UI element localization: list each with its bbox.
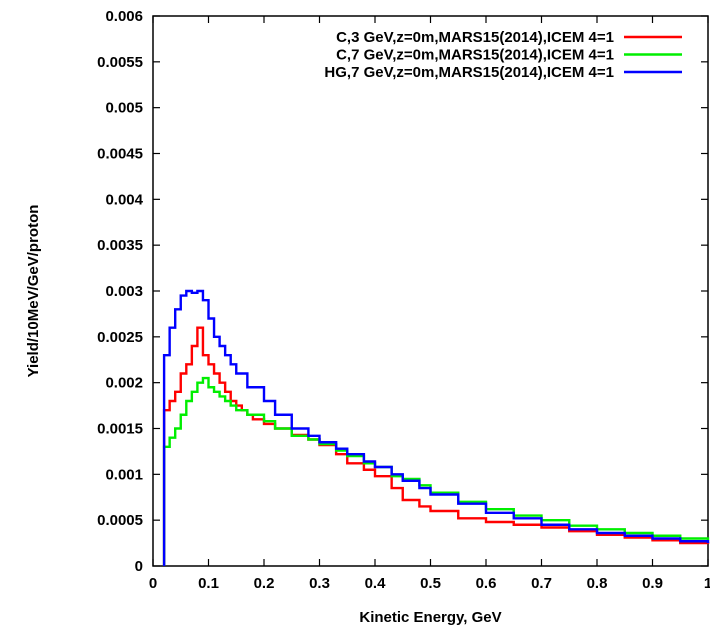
x-tick-label: 0.4 (365, 575, 387, 592)
y-axis-title: Yield/10MeV/GeV/proton (25, 205, 42, 378)
y-tick-label: 0.0045 (97, 146, 143, 163)
y-tick-label: 0.0055 (97, 54, 143, 71)
x-tick-label: 0.7 (531, 575, 552, 592)
x-tick-label: 0.3 (309, 575, 330, 592)
x-axis-title: Kinetic Energy, GeV (359, 609, 501, 626)
x-tick-label: 0.6 (476, 575, 497, 592)
series-group (162, 289, 710, 566)
legend-label-3: HG,7 GeV,z=0m,MARS15(2014),ICEM 4=1 (324, 64, 614, 81)
legend: C,3 GeV,z=0m,MARS15(2014),ICEM 4=1C,7 Ge… (324, 29, 682, 81)
legend-label-1: C,3 GeV,z=0m,MARS15(2014),ICEM 4=1 (336, 29, 614, 46)
x-axis-ticks: 0 0.1 0.2 0.3 0.4 0.5 0.6 0.7 0.8 0.9 1 (149, 16, 710, 592)
series-line-1 (162, 326, 710, 566)
y-tick-label: 0.004 (105, 191, 143, 208)
y-tick-label: 0.003 (105, 283, 143, 300)
y-axis-ticks: 0 0.0005 0.001 0.0015 0.002 0.0025 0.003 0.0035… (97, 8, 708, 575)
y-tick-label: 0 (135, 558, 143, 575)
x-tick-label: 0.9 (642, 575, 663, 592)
x-tick-label: 0.1 (198, 575, 219, 592)
y-tick-label: 0.005 (105, 100, 143, 117)
y-tick-label: 0.002 (105, 375, 143, 392)
series-line-3 (162, 289, 710, 566)
x-tick-label: 0.2 (254, 575, 275, 592)
x-tick-label: 1 (704, 575, 710, 592)
x-tick-label: 0.5 (420, 575, 441, 592)
y-tick-label: 0.006 (105, 8, 143, 25)
x-tick-label: 0 (149, 575, 157, 592)
y-tick-label: 0.001 (105, 466, 143, 483)
plot-frame (152, 15, 709, 567)
y-tick-label: 0.0015 (97, 421, 143, 438)
y-tick-label: 0.0035 (97, 237, 143, 254)
x-tick-label: 0.8 (587, 575, 608, 592)
legend-label-2: C,7 GeV,z=0m,MARS15(2014),ICEM 4=1 (336, 47, 614, 64)
y-tick-label: 0.0025 (97, 329, 143, 346)
y-tick-label: 0.0005 (97, 512, 143, 529)
